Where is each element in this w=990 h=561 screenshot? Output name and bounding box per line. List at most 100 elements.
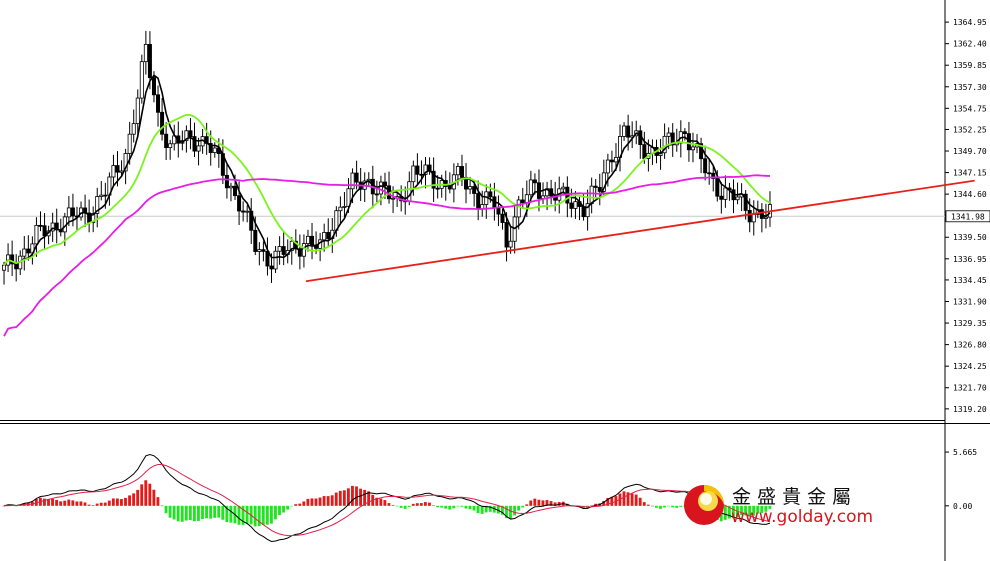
candle-body	[95, 196, 100, 214]
candle-body	[135, 97, 140, 125]
candle-body	[42, 225, 47, 237]
candle-body	[245, 210, 250, 213]
macd-bar	[423, 502, 427, 506]
candle-body	[168, 143, 173, 149]
candle-body	[516, 199, 521, 218]
macd-bar	[464, 505, 468, 509]
candle-body	[111, 165, 116, 178]
candle-body	[188, 130, 193, 137]
candlestick-series	[2, 30, 772, 285]
macd-bar	[391, 505, 395, 506]
macd-bar	[671, 505, 675, 508]
macd-bar	[188, 505, 192, 521]
candle-body	[735, 196, 740, 201]
candle-body	[459, 166, 464, 178]
macd-bar	[237, 505, 241, 525]
candle-body	[763, 216, 768, 219]
macd-bar	[172, 505, 176, 520]
candle-body	[682, 131, 687, 135]
candle-body	[70, 207, 75, 217]
macd-bar	[120, 499, 123, 506]
macd-bar	[152, 489, 156, 506]
candle-body	[626, 125, 631, 138]
macd-bar	[128, 495, 131, 506]
macd-bar	[723, 505, 727, 520]
macd-bar	[225, 505, 229, 523]
macd-bar	[529, 500, 533, 506]
candle-body	[91, 213, 96, 223]
macd-bar	[205, 505, 208, 519]
candle-body	[342, 205, 347, 208]
brand-url: www.golday.com	[731, 507, 873, 527]
price-tick-label: 1362.40	[953, 40, 987, 49]
candle-body	[378, 181, 383, 195]
macd-bar	[768, 505, 772, 509]
candle-body	[455, 166, 460, 176]
macd-bar	[399, 505, 403, 508]
candle-body	[237, 195, 242, 212]
macd-bar	[411, 503, 415, 506]
candle-body	[160, 111, 165, 135]
macd-bar	[217, 505, 221, 518]
candle-body	[520, 199, 525, 204]
candle-body	[115, 165, 120, 173]
price-tick-label: 1364.95	[953, 18, 987, 27]
candle-body	[305, 235, 310, 244]
macd-bar	[537, 499, 541, 506]
macd-bar	[51, 498, 54, 506]
macd-bar	[286, 505, 290, 510]
candle-body	[257, 249, 262, 252]
candle-body	[504, 222, 509, 248]
macd-bar	[480, 505, 484, 514]
macd-bar	[367, 491, 371, 506]
macd-bar	[359, 488, 362, 506]
candle-body	[338, 206, 343, 212]
macd-bar	[748, 505, 752, 517]
macd-signal-line	[3, 464, 771, 537]
candle-body	[228, 185, 233, 189]
macd-bar	[638, 497, 642, 506]
macd-bar	[440, 505, 444, 508]
macd-bar	[83, 502, 87, 506]
current-price-marker: 1341.98	[945, 210, 990, 223]
macd-bar	[488, 505, 492, 512]
macd-bar	[265, 505, 269, 525]
macd-bar	[675, 505, 679, 508]
macd-bar	[269, 505, 273, 524]
candle-body	[156, 94, 161, 113]
candle-body	[496, 207, 501, 215]
candle-body	[164, 133, 169, 149]
candle-body	[715, 178, 720, 197]
macd-bar	[306, 498, 310, 506]
macd-bar	[245, 505, 249, 524]
candle-body	[468, 186, 473, 190]
price-tick-label: 1347.15	[953, 169, 987, 178]
macd-bar	[274, 505, 277, 520]
candle-body	[411, 165, 416, 183]
macd-bar	[428, 502, 431, 506]
macd-bar	[727, 505, 731, 519]
price-tick-label: 1329.35	[953, 319, 987, 328]
candle-body	[143, 44, 148, 63]
macd-bar	[622, 491, 626, 506]
candle-body	[38, 224, 43, 227]
trendline	[305, 179, 975, 283]
macd-bar	[298, 503, 302, 506]
macd-bar	[55, 499, 59, 506]
macd-bar	[160, 505, 164, 507]
macd-bar	[513, 505, 516, 516]
macd-bar	[164, 505, 168, 514]
macd-bar	[626, 492, 630, 506]
candle-body	[139, 61, 144, 99]
macd-bar	[107, 500, 111, 506]
candle-body	[703, 158, 708, 174]
macd-bar	[168, 505, 172, 518]
candle-body	[192, 136, 197, 152]
macd-bar	[334, 492, 338, 506]
macd-bar	[549, 501, 553, 506]
macd-bar	[460, 505, 464, 507]
macd-bar	[282, 505, 285, 513]
macd-bar	[594, 503, 598, 506]
macd-bar	[740, 505, 743, 516]
macd-bar	[756, 505, 760, 514]
